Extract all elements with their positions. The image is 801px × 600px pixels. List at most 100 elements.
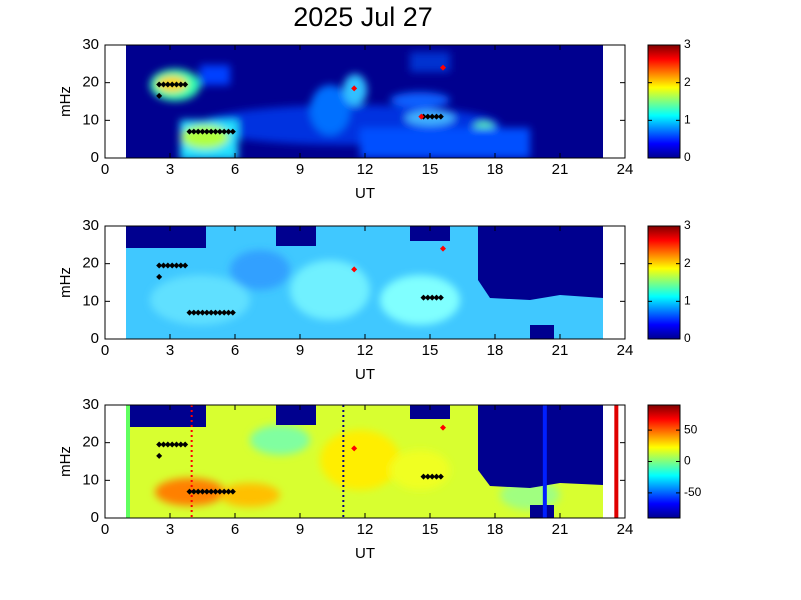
y-tick-label: 10 [82,111,99,128]
colorbar-tick-label: 1 [684,113,691,127]
colorbar-tick-label: 0 [684,454,691,468]
colorbar [647,404,681,519]
marker [221,488,228,495]
marker [195,309,202,316]
marker [212,488,219,495]
x-tick-label: 15 [422,521,439,538]
y-tick-label: 0 [91,149,99,166]
x-tick-label: 15 [422,161,439,178]
marker [433,113,440,120]
colorbar-tick-label: 1 [684,294,691,308]
y-tick-label: 10 [82,471,99,488]
marker [229,488,236,495]
marker [156,92,163,99]
y-axis-label: mHz [57,446,74,477]
marker [208,488,215,495]
marker [190,488,197,495]
x-tick-label: 12 [357,342,374,359]
marker [177,81,184,88]
marker [156,452,163,459]
x-tick-label: 18 [487,161,504,178]
colorbar [647,225,681,340]
x-axis-label: UT [355,366,375,383]
marker [164,262,171,269]
x-tick-label: 12 [357,521,374,538]
colorbar-tick-label: 0 [684,150,691,164]
colorbar-tick-label: 3 [684,218,691,232]
marker [169,262,176,269]
marker [164,81,171,88]
marker [169,81,176,88]
x-tick-label: 9 [296,161,304,178]
marker [424,113,431,120]
marker [177,441,184,448]
marker [433,473,440,480]
x-tick-label: 24 [617,521,634,538]
marker [203,309,210,316]
colorbar-tick-label: -50 [684,485,702,499]
marker [199,488,206,495]
marker [440,64,446,71]
colorbar-tick-label: 50 [684,422,698,436]
y-tick-label: 10 [82,292,99,309]
chart-title: 2025 Jul 27 [293,2,433,32]
x-tick-label: 0 [101,521,109,538]
marker [418,113,425,120]
x-axis-label: UT [355,185,375,202]
marker [440,424,446,431]
marker [229,128,236,135]
y-tick-label: 20 [82,255,99,272]
marker [156,441,163,448]
marker [199,309,206,316]
marker [186,488,193,495]
marker [160,441,167,448]
x-tick-label: 0 [101,342,109,359]
x-tick-label: 3 [166,521,174,538]
marker [169,441,176,448]
y-tick-label: 30 [82,396,99,413]
marker [216,488,223,495]
marker [420,473,427,480]
y-tick-label: 20 [82,434,99,451]
x-tick-label: 24 [617,161,634,178]
marker [173,81,180,88]
x-tick-label: 18 [487,342,504,359]
marker [225,309,232,316]
marker [437,473,444,480]
colorbar-tick-label: 2 [684,75,691,89]
y-tick-label: 20 [82,74,99,91]
x-tick-label: 21 [552,342,569,359]
x-tick-label: 3 [166,342,174,359]
x-tick-label: 15 [422,342,439,359]
marker [216,309,223,316]
x-tick-label: 12 [357,161,374,178]
marker [216,128,223,135]
marker [173,262,180,269]
marker [225,488,232,495]
marker [212,128,219,135]
y-tick-label: 0 [91,509,99,526]
x-tick-label: 6 [231,161,239,178]
y-axis-label: mHz [57,86,74,117]
x-axis-label: UT [355,545,375,562]
marker [212,309,219,316]
marker [182,262,189,269]
marker [429,294,436,301]
heatmap-field [126,45,603,158]
marker [429,473,436,480]
marker [424,473,431,480]
marker [190,309,197,316]
heatmap-field [126,405,603,518]
colorbar-tick-label: 3 [684,37,691,51]
marker [221,128,228,135]
marker [424,294,431,301]
marker [156,273,163,280]
marker [433,294,440,301]
y-axis-label: mHz [57,267,74,298]
marker [437,294,444,301]
marker [429,113,436,120]
marker [437,113,444,120]
marker [351,85,358,92]
marker [195,488,202,495]
